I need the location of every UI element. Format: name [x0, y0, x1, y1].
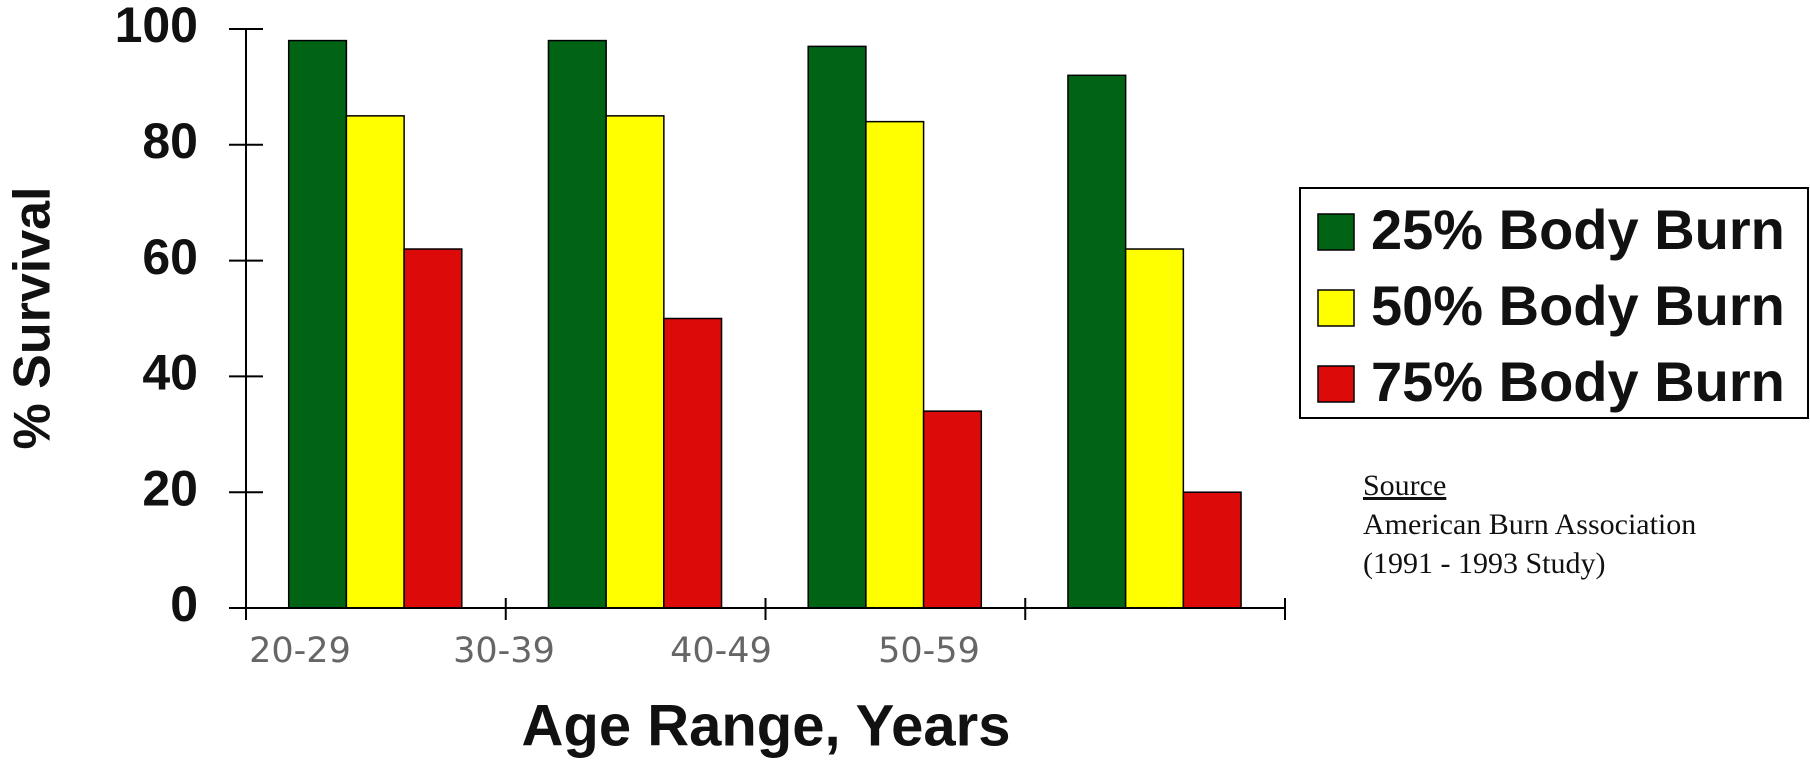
legend-swatch	[1317, 289, 1355, 327]
x-axis-label: Age Range, Years	[522, 693, 1011, 758]
y-tick-label: 60	[142, 229, 198, 285]
y-tick-label: 20	[142, 460, 198, 516]
bar	[287, 39, 348, 609]
bar	[1182, 491, 1242, 609]
legend-label: 25% Body Burn	[1371, 198, 1785, 261]
y-tick-label: 0	[170, 576, 198, 632]
bar	[1124, 248, 1185, 609]
x-tick-label: 20-29	[249, 631, 351, 671]
bar	[403, 248, 463, 609]
source-heading: Source	[1363, 469, 1446, 502]
legend-label: 75% Body Burn	[1371, 350, 1785, 413]
y-tick-label: 80	[142, 113, 198, 169]
bar	[345, 115, 405, 609]
bar	[807, 45, 867, 609]
legend-label: 50% Body Burn	[1371, 274, 1785, 337]
source-text: (1991 - 1993 Study)	[1363, 547, 1606, 580]
legend-swatch	[1317, 213, 1355, 251]
bar	[547, 39, 607, 609]
x-tick-label: 40-49	[670, 631, 772, 671]
bar	[922, 410, 983, 609]
y-tick-label: 100	[115, 0, 198, 53]
y-axis-label: % Survival	[4, 186, 62, 449]
x-tick-label: 50-59	[878, 631, 980, 671]
legend-box	[1299, 187, 1809, 419]
legend-swatch	[1317, 365, 1355, 403]
bar	[605, 115, 665, 609]
x-tick-label: 30-39	[453, 631, 555, 671]
y-tick-label: 40	[142, 345, 198, 401]
bar	[1067, 74, 1127, 609]
bar	[865, 120, 925, 609]
source-text: American Burn Association	[1363, 508, 1696, 541]
bar	[663, 317, 723, 609]
